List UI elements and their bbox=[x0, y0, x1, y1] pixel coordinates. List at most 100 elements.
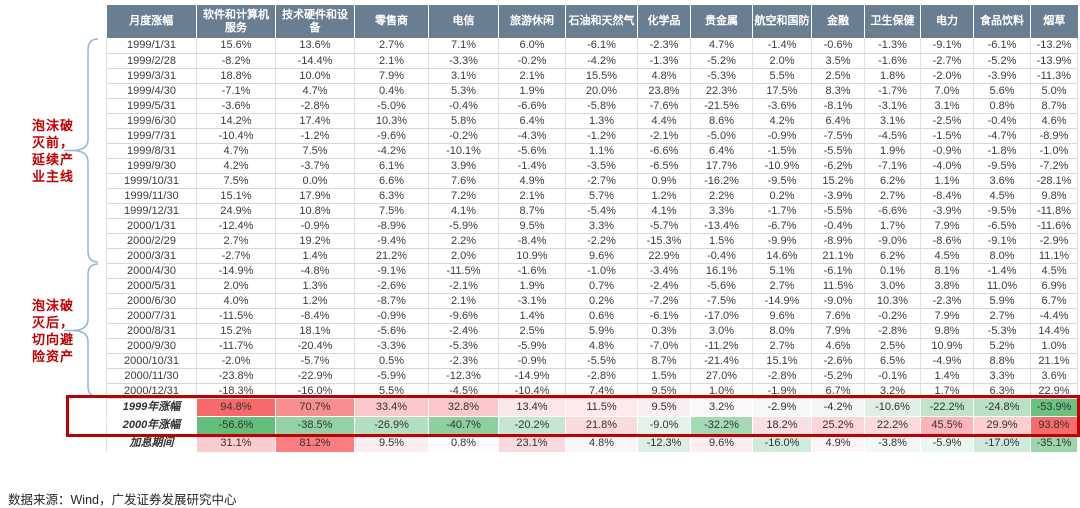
heatmap-cell: 33.4% bbox=[354, 398, 429, 417]
value-cell: -5.9% bbox=[354, 368, 429, 384]
heatmap-cell: -9.0% bbox=[637, 416, 691, 435]
value-cell: -4.8% bbox=[275, 263, 355, 279]
row-label: 2000/4/30 bbox=[106, 263, 197, 279]
value-cell: 13.6% bbox=[275, 38, 355, 54]
value-cell: -9.9% bbox=[752, 233, 812, 249]
value-cell: 22.9% bbox=[637, 248, 691, 264]
value-cell: -3.4% bbox=[637, 263, 691, 279]
value-cell: 1.3% bbox=[565, 113, 638, 129]
value-cell: -6.1% bbox=[637, 308, 691, 324]
value-cell: -1.5% bbox=[752, 143, 812, 159]
column-header: 贵金属 bbox=[690, 5, 753, 38]
summary-row-label: 2000年涨幅 bbox=[106, 416, 197, 435]
value-cell: -9.1% bbox=[973, 233, 1031, 249]
value-cell: 2.2% bbox=[690, 188, 753, 204]
sector-monthly-returns-table: 月度涨幅 软件和计算机服务 技术硬件和设备 零售商 电信 旅游休闲 石油和天然气 化学品 贵金属… bbox=[106, 5, 1078, 453]
value-cell: -6.7% bbox=[752, 218, 812, 234]
value-cell: 5.8% bbox=[428, 113, 499, 129]
value-cell: 6.5% bbox=[864, 353, 921, 369]
value-cell: -2.3% bbox=[637, 38, 691, 54]
value-cell: 4.8% bbox=[565, 338, 638, 354]
value-cell: 1.9% bbox=[498, 83, 566, 99]
column-header: 航空和国防 bbox=[752, 5, 812, 38]
value-cell: 1.2% bbox=[275, 293, 355, 309]
value-cell: 1.4% bbox=[920, 368, 974, 384]
value-cell: -6.6% bbox=[637, 143, 691, 159]
month-row: 2000/8/31 15.2% 18.1% -5.6% -2.4% 2.5% 5.9% 0.3… bbox=[106, 323, 1078, 339]
value-cell: -11.6% bbox=[1030, 218, 1078, 234]
value-cell: -2.2% bbox=[565, 233, 638, 249]
value-cell: 6.2% bbox=[864, 248, 921, 264]
value-cell: -2.8% bbox=[565, 368, 638, 384]
heatmap-cell: -40.7% bbox=[428, 416, 499, 435]
value-cell: 1.5% bbox=[690, 233, 753, 249]
value-cell: 2.1% bbox=[498, 188, 566, 204]
row-label: 1999/12/31 bbox=[106, 203, 197, 219]
value-cell: 2.1% bbox=[498, 68, 566, 84]
value-cell: -9.6% bbox=[354, 128, 429, 144]
column-header: 软件和计算机服务 bbox=[196, 5, 276, 38]
value-cell: -14.9% bbox=[196, 263, 276, 279]
value-cell: -9.5% bbox=[752, 173, 812, 189]
value-cell: -11.5% bbox=[196, 308, 276, 324]
value-cell: 6.2% bbox=[864, 173, 921, 189]
value-cell: 4.1% bbox=[637, 203, 691, 219]
month-row: 2000/3/31 -2.7% 1.4% 21.2% 2.0% 10.9% 9.6% 22.9… bbox=[106, 248, 1078, 264]
value-cell: -2.7% bbox=[196, 248, 276, 264]
value-cell: -9.4% bbox=[354, 233, 429, 249]
value-cell: 14.4% bbox=[1030, 323, 1078, 339]
value-cell: 22.9% bbox=[1030, 383, 1078, 399]
value-cell: -20.4% bbox=[275, 338, 355, 354]
value-cell: -11.7% bbox=[196, 338, 276, 354]
column-header: 零售商 bbox=[354, 5, 429, 38]
month-row: 1999/6/30 14.2% 17.4% 10.3% 5.8% 6.4% 1.3% 4.4%… bbox=[106, 113, 1078, 129]
value-cell: -1.6% bbox=[864, 53, 921, 69]
heatmap-cell: 18.2% bbox=[752, 416, 812, 435]
value-cell: -2.8% bbox=[864, 323, 921, 339]
value-cell: -0.9% bbox=[354, 308, 429, 324]
month-row: 2000/7/31 -11.5% -8.4% -0.9% -9.6% 1.4% 0.6% -6… bbox=[106, 308, 1078, 324]
summary-row-label: 1999年涨幅 bbox=[106, 398, 197, 417]
value-cell: 27.0% bbox=[690, 368, 753, 384]
heatmap-cell: 9.5% bbox=[637, 398, 691, 417]
value-cell: -2.7% bbox=[920, 53, 974, 69]
value-cell: 1.3% bbox=[275, 278, 355, 294]
row-label: 1999/8/31 bbox=[106, 143, 197, 159]
value-cell: -1.4% bbox=[752, 38, 812, 54]
month-row: 2000/1/31 -12.4% -0.9% -8.9% -5.9% 9.5% 3.3% -5… bbox=[106, 218, 1078, 234]
value-cell: 6.4% bbox=[811, 113, 865, 129]
value-cell: 4.6% bbox=[1030, 113, 1078, 129]
row-label: 1999/11/30 bbox=[106, 188, 197, 204]
value-cell: -18.3% bbox=[196, 383, 276, 399]
value-cell: -0.4% bbox=[811, 218, 865, 234]
value-cell: -2.1% bbox=[428, 278, 499, 294]
value-cell: 2.7% bbox=[973, 308, 1031, 324]
month-row: 1999/8/31 4.7% 7.5% -4.2% -10.1% -5.6% 1.1% -6.… bbox=[106, 143, 1078, 159]
value-cell: -11.5% bbox=[428, 263, 499, 279]
column-header: 食品饮料 bbox=[973, 5, 1031, 38]
heatmap-cell: 4.8% bbox=[565, 434, 638, 453]
value-cell: 2.7% bbox=[196, 233, 276, 249]
value-cell: 0.7% bbox=[565, 278, 638, 294]
value-cell: -6.5% bbox=[637, 158, 691, 174]
value-cell: 1.5% bbox=[637, 368, 691, 384]
value-cell: 1.4% bbox=[498, 308, 566, 324]
value-cell: -8.9% bbox=[1030, 128, 1078, 144]
value-cell: -4.4% bbox=[1030, 308, 1078, 324]
value-cell: 5.5% bbox=[752, 68, 812, 84]
heatmap-cell: -20.2% bbox=[498, 416, 566, 435]
value-cell: -8.9% bbox=[811, 233, 865, 249]
row-label: 1999/4/30 bbox=[106, 83, 197, 99]
value-cell: 15.6% bbox=[196, 38, 276, 54]
heatmap-cell: 70.7% bbox=[275, 398, 355, 417]
value-cell: 8.8% bbox=[973, 353, 1031, 369]
value-cell: 2.0% bbox=[752, 53, 812, 69]
value-cell: -3.3% bbox=[428, 53, 499, 69]
month-row: 2000/6/30 4.0% 1.2% -8.7% 2.1% -3.1% 0.2% -7.2%… bbox=[106, 293, 1078, 309]
value-cell: -5.2% bbox=[811, 368, 865, 384]
value-cell: 4.0% bbox=[196, 293, 276, 309]
value-cell: -2.3% bbox=[428, 353, 499, 369]
heatmap-cell: 3.2% bbox=[690, 398, 753, 417]
value-cell: 3.8% bbox=[920, 278, 974, 294]
value-cell: -2.9% bbox=[1030, 233, 1078, 249]
